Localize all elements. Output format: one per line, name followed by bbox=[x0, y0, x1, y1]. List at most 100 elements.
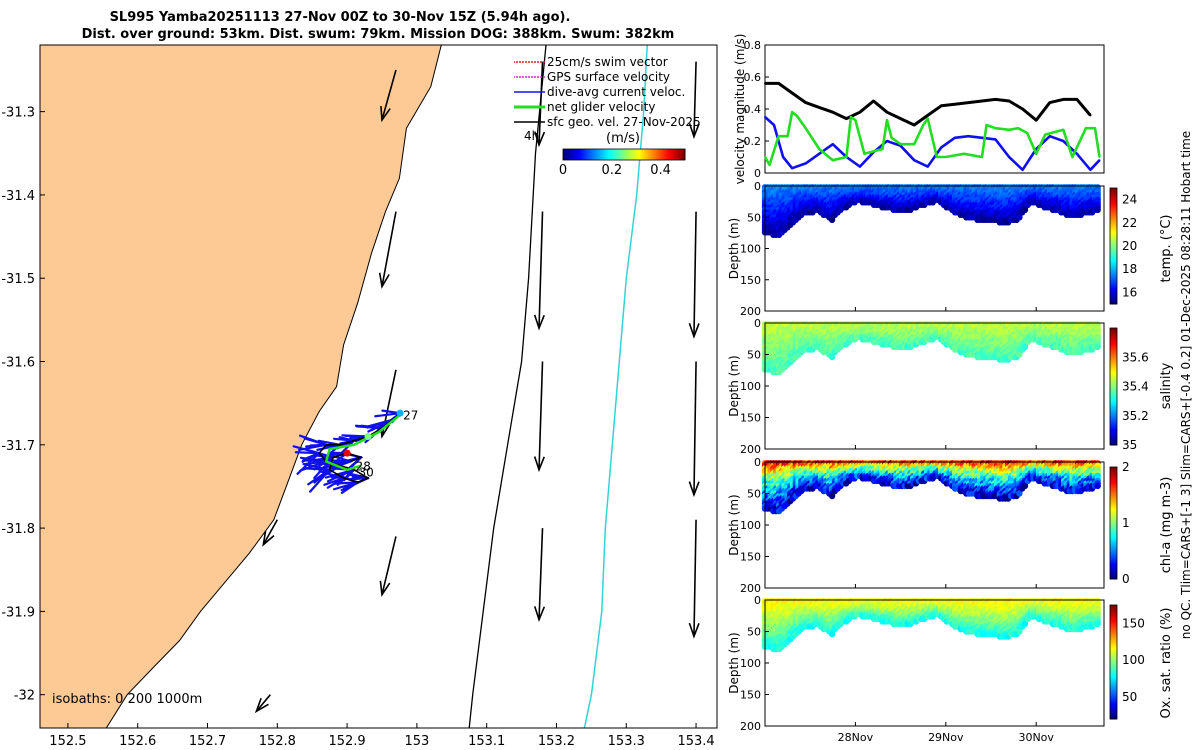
velocity-point bbox=[845, 117, 848, 120]
geo-arrow-head bbox=[688, 481, 700, 498]
colorbar-segment bbox=[1110, 395, 1117, 398]
colorbar-segment bbox=[1110, 521, 1117, 524]
velocity-point bbox=[886, 119, 889, 122]
velocity-point bbox=[1098, 156, 1101, 158]
velocity-point bbox=[1062, 128, 1065, 131]
colorbar-segment bbox=[1110, 528, 1117, 531]
colorbar-segment bbox=[1110, 570, 1117, 573]
velocity-point bbox=[994, 98, 997, 101]
colorbar-segment bbox=[1110, 276, 1117, 280]
colorbar-segment bbox=[1110, 408, 1117, 411]
colorbar-tick-label: 2 bbox=[1122, 460, 1130, 474]
profile-sample bbox=[1016, 214, 1023, 221]
colorbar-segment bbox=[642, 149, 645, 160]
velocity-point bbox=[773, 124, 776, 126]
colorbar-segment bbox=[1110, 393, 1117, 397]
colorbar-segment bbox=[1110, 493, 1117, 496]
geo-arrow-head bbox=[380, 105, 391, 123]
colorbar-segment bbox=[1110, 344, 1117, 347]
colorbar-tick-label: 22 bbox=[1122, 216, 1137, 230]
colorbar-segment bbox=[1110, 382, 1117, 386]
colorbar-tick-label: 18 bbox=[1122, 262, 1137, 276]
colorbar-frame bbox=[1109, 187, 1118, 305]
colorbar-segment bbox=[1110, 491, 1117, 494]
colorbar-segment bbox=[597, 149, 601, 160]
colorbar-segment bbox=[1110, 337, 1117, 340]
lat-tick-label: -32 bbox=[14, 689, 35, 704]
velocity-point bbox=[980, 136, 983, 139]
geo-arrow-shaft bbox=[381, 536, 397, 595]
colorbar-segment bbox=[1110, 278, 1117, 281]
velocity-point bbox=[899, 117, 902, 120]
profile-sample bbox=[1094, 343, 1101, 351]
colorbar-segment bbox=[1110, 256, 1117, 260]
colorbar-segment bbox=[1110, 404, 1117, 408]
geo-arrow-head bbox=[378, 272, 390, 289]
colorbar-segment bbox=[638, 149, 641, 160]
velocity-point bbox=[1084, 127, 1087, 130]
map-frame bbox=[39, 44, 718, 729]
colorbar-segment bbox=[1110, 287, 1117, 290]
colorbar-segment bbox=[1110, 195, 1117, 198]
colorbar-segment bbox=[1110, 293, 1117, 296]
colorbar-segment bbox=[1110, 280, 1117, 283]
lon-tick-label: 153.3 bbox=[608, 734, 645, 749]
colorbar-tick-label: 35.2 bbox=[1122, 409, 1149, 423]
colorbar-segment bbox=[1110, 435, 1117, 439]
colorbar-segment bbox=[1110, 489, 1117, 492]
colorbar-segment bbox=[1110, 340, 1117, 344]
colorbar-segment bbox=[1110, 218, 1117, 222]
velocity-point bbox=[818, 152, 821, 155]
colorbar-segment bbox=[1110, 360, 1117, 364]
velocity-point bbox=[967, 101, 970, 104]
colorbar-segment bbox=[1110, 415, 1117, 419]
lon-tick-label: 152.7 bbox=[189, 734, 226, 749]
colorbar-tick-label: 1 bbox=[1122, 516, 1130, 530]
colorbar-segment bbox=[1110, 556, 1117, 559]
velocity-point bbox=[994, 138, 997, 141]
colorbar-segment bbox=[666, 149, 670, 160]
colorbar-segment bbox=[1110, 526, 1117, 529]
velocity-point bbox=[872, 100, 875, 102]
colorbar-segment bbox=[1110, 247, 1117, 251]
colorbar-segment bbox=[1110, 479, 1117, 482]
colorbar-segment bbox=[581, 149, 584, 160]
depth-tick-label: 200 bbox=[740, 582, 761, 595]
colorbar-segment bbox=[1110, 222, 1117, 225]
colorbar-segment bbox=[1110, 510, 1117, 513]
colorbar-segment bbox=[1110, 329, 1117, 333]
colorbar-frame bbox=[1109, 466, 1118, 580]
velocity-point bbox=[886, 111, 889, 114]
track-speed-dot bbox=[343, 449, 351, 457]
current-vector bbox=[316, 454, 335, 459]
current-vector bbox=[349, 472, 370, 480]
velocity-point bbox=[913, 159, 916, 162]
geo-velocity-arrow bbox=[688, 361, 700, 498]
colorbar-segment bbox=[1110, 495, 1117, 498]
colorbar-segment bbox=[1110, 575, 1117, 578]
colorbar-segment bbox=[1110, 370, 1117, 373]
velocity-point bbox=[913, 143, 916, 146]
colorbar-segment bbox=[1110, 273, 1117, 276]
geo-arrow-shaft bbox=[693, 211, 697, 337]
colorbar-segment bbox=[589, 149, 592, 160]
colorbar-segment bbox=[617, 149, 621, 160]
colorbar-segment bbox=[1110, 353, 1117, 356]
geo-arrow-head bbox=[533, 456, 545, 473]
legend-net-glider-velocity: net glider velocity bbox=[547, 100, 655, 114]
colorbar-segment bbox=[678, 149, 682, 160]
colorbar-segment bbox=[1110, 386, 1117, 389]
colorbar-segment bbox=[1110, 523, 1117, 526]
geo-velocity-arrow bbox=[379, 536, 397, 598]
geo-arrow-shaft bbox=[255, 694, 271, 712]
lon-tick-label: 152.8 bbox=[259, 734, 296, 749]
velocity-point bbox=[791, 92, 794, 94]
colorbar-segment bbox=[1110, 351, 1117, 355]
colorbar-segment bbox=[1110, 255, 1117, 258]
lat-tick-label: -31.6 bbox=[1, 356, 35, 371]
colorbar-segment bbox=[1110, 381, 1117, 384]
velocity-point bbox=[1098, 159, 1101, 162]
colorbar-segment bbox=[1110, 294, 1117, 298]
colorbar-segment bbox=[1110, 328, 1117, 331]
